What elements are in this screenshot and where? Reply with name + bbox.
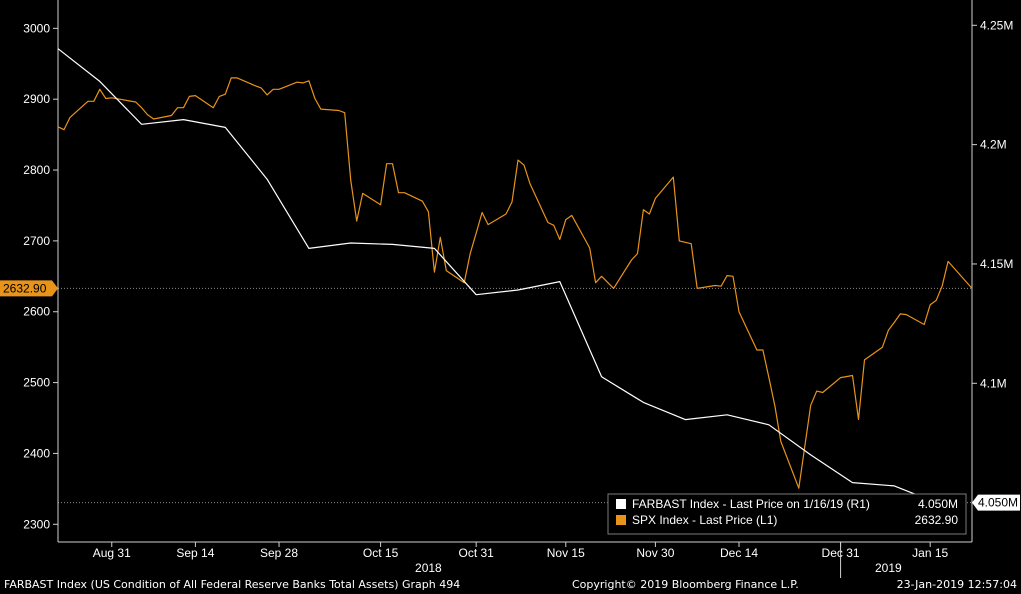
axes bbox=[57, 0, 973, 543]
left-tick-label: 2400 bbox=[23, 446, 50, 460]
footer-copyright: Copyright© 2019 Bloomberg Finance L.P. bbox=[572, 578, 799, 591]
left-tick-label: 2700 bbox=[23, 234, 50, 248]
x-axis-ticks: Aug 31 Sep 14 Sep 28 Oct 15 Oct 31 Nov 15 Nov … bbox=[93, 542, 949, 578]
legend-value-farbast: 4.050M bbox=[918, 497, 958, 511]
x-tick-label: Oct 31 bbox=[458, 546, 494, 560]
last-value-tag-spx bbox=[0, 280, 58, 297]
left-tick-label: 2900 bbox=[23, 92, 50, 106]
x-tick-label: Oct 15 bbox=[363, 546, 399, 560]
legend-box bbox=[607, 493, 967, 535]
legend: FARBAST Index - Last Price on 1/16/19 (R… bbox=[607, 493, 967, 535]
left-tick-label: 3000 bbox=[23, 21, 50, 35]
x-tick-label: Jan 15 bbox=[912, 546, 948, 560]
x-tick-label: Sep 28 bbox=[260, 546, 298, 560]
series-line-spx bbox=[57, 77, 973, 489]
left-tick-label: 2800 bbox=[23, 163, 50, 177]
last-value-tags: 2632.90 4.050M bbox=[0, 280, 1020, 511]
last-value-tag-farbast-label: 4.050M bbox=[978, 496, 1018, 510]
left-tick-label: 2600 bbox=[23, 305, 50, 319]
series-line-farbast bbox=[57, 48, 937, 504]
legend-label-spx: SPX Index - Last Price (L1) bbox=[632, 513, 777, 527]
last-value-tag-farbast bbox=[972, 494, 1020, 511]
x-tick-label: Nov 15 bbox=[547, 546, 585, 560]
legend-label-farbast: FARBAST Index - Last Price on 1/16/19 (R… bbox=[632, 497, 870, 511]
legend-swatch-spx bbox=[616, 515, 626, 525]
legend-value-spx: 2632.90 bbox=[915, 513, 959, 527]
footer-description: FARBAST Index (US Condition of All Feder… bbox=[4, 578, 461, 591]
legend-swatch-farbast bbox=[616, 499, 626, 509]
series-lines bbox=[57, 48, 973, 504]
x-tick-label: Dec 14 bbox=[720, 546, 758, 560]
left-tick-label: 2300 bbox=[23, 517, 50, 531]
right-tick-label: 4.15M bbox=[980, 257, 1013, 271]
last-value-tag-spx-label: 2632.90 bbox=[3, 281, 47, 295]
x-tick-label: Aug 31 bbox=[93, 546, 131, 560]
right-axis-ticks: 4.1M 4.15M 4.2M 4.25M bbox=[972, 18, 1013, 390]
x-tick-label: Nov 30 bbox=[636, 546, 674, 560]
x-tick-label: Sep 14 bbox=[176, 546, 214, 560]
footer-timestamp: 23-Jan-2019 12:57:04 bbox=[896, 578, 1017, 591]
right-tick-label: 4.25M bbox=[980, 18, 1013, 32]
grid-lines bbox=[58, 287, 972, 504]
right-tick-label: 4.2M bbox=[980, 138, 1007, 152]
year-label: 2019 bbox=[875, 561, 902, 575]
left-tick-label: 2500 bbox=[23, 376, 50, 390]
right-tick-label: 4.1M bbox=[980, 376, 1007, 390]
left-axis-ticks: 2300 2400 2500 2600 2700 2800 2900 3000 bbox=[23, 21, 58, 531]
year-label: 2018 bbox=[415, 561, 442, 575]
